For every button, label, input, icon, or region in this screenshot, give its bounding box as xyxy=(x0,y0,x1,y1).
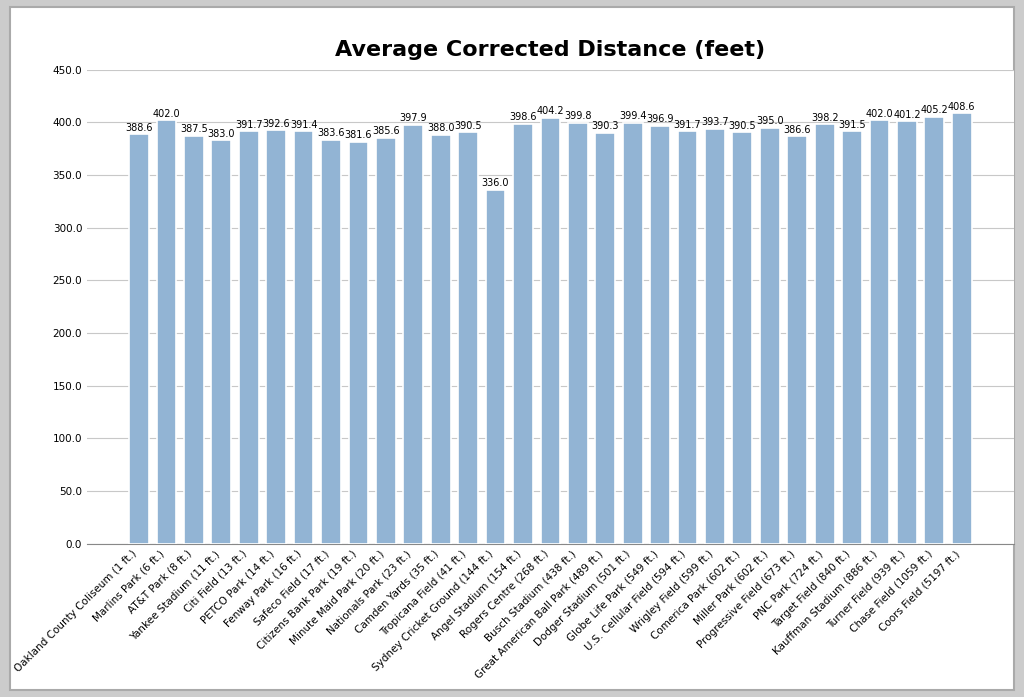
Bar xyxy=(239,131,259,544)
Text: 381.6: 381.6 xyxy=(345,130,372,140)
Bar xyxy=(376,137,395,544)
Text: 386.6: 386.6 xyxy=(783,125,811,135)
Bar xyxy=(952,114,972,544)
Bar xyxy=(266,130,286,544)
Text: 391.4: 391.4 xyxy=(290,120,317,130)
Text: 393.7: 393.7 xyxy=(701,117,729,128)
Bar xyxy=(842,131,862,544)
Text: 390.5: 390.5 xyxy=(455,121,482,131)
Bar xyxy=(869,121,890,544)
Bar xyxy=(157,121,176,544)
Text: 398.6: 398.6 xyxy=(509,112,537,122)
Bar xyxy=(787,137,807,544)
Bar xyxy=(211,140,231,544)
Bar xyxy=(678,131,697,544)
Text: 396.9: 396.9 xyxy=(646,114,674,124)
Text: 398.2: 398.2 xyxy=(811,113,839,123)
Bar xyxy=(294,132,313,544)
Bar xyxy=(431,135,451,544)
Bar xyxy=(897,121,916,544)
Text: 388.6: 388.6 xyxy=(125,123,153,133)
Text: 402.0: 402.0 xyxy=(153,109,180,118)
Bar xyxy=(706,129,725,544)
Text: 387.5: 387.5 xyxy=(180,124,208,134)
Text: 390.3: 390.3 xyxy=(592,121,618,131)
Text: 401.2: 401.2 xyxy=(893,109,921,119)
Text: 399.8: 399.8 xyxy=(564,111,592,121)
Text: 395.0: 395.0 xyxy=(756,116,783,126)
Text: 391.7: 391.7 xyxy=(234,119,262,130)
Text: 391.5: 391.5 xyxy=(839,120,866,130)
Bar xyxy=(595,132,615,544)
Text: 388.0: 388.0 xyxy=(427,123,455,133)
Bar xyxy=(459,132,478,544)
Text: 383.6: 383.6 xyxy=(317,128,345,138)
Text: 399.4: 399.4 xyxy=(618,112,646,121)
Text: 397.9: 397.9 xyxy=(399,113,427,123)
Bar xyxy=(322,139,341,544)
Bar xyxy=(485,190,506,544)
Text: 404.2: 404.2 xyxy=(537,107,564,116)
Bar xyxy=(129,135,148,544)
Bar xyxy=(760,128,779,544)
Bar xyxy=(348,141,369,544)
Title: Average Corrected Distance (feet): Average Corrected Distance (feet) xyxy=(335,40,766,60)
Text: 402.0: 402.0 xyxy=(865,109,893,118)
Bar xyxy=(925,117,944,544)
Text: 392.6: 392.6 xyxy=(262,118,290,128)
Text: 383.0: 383.0 xyxy=(208,129,236,139)
Text: 408.6: 408.6 xyxy=(948,102,976,112)
Text: 385.6: 385.6 xyxy=(372,126,399,136)
Bar xyxy=(650,125,670,544)
Text: 405.2: 405.2 xyxy=(921,105,948,115)
Text: 336.0: 336.0 xyxy=(482,178,509,188)
Bar xyxy=(732,132,753,544)
Text: 391.7: 391.7 xyxy=(674,119,701,130)
Bar xyxy=(568,123,588,544)
Bar xyxy=(513,124,532,544)
Bar xyxy=(623,123,642,544)
Bar xyxy=(184,135,204,544)
Bar xyxy=(403,125,423,544)
Bar xyxy=(541,118,560,544)
Text: 390.5: 390.5 xyxy=(728,121,756,131)
Bar xyxy=(815,124,835,544)
